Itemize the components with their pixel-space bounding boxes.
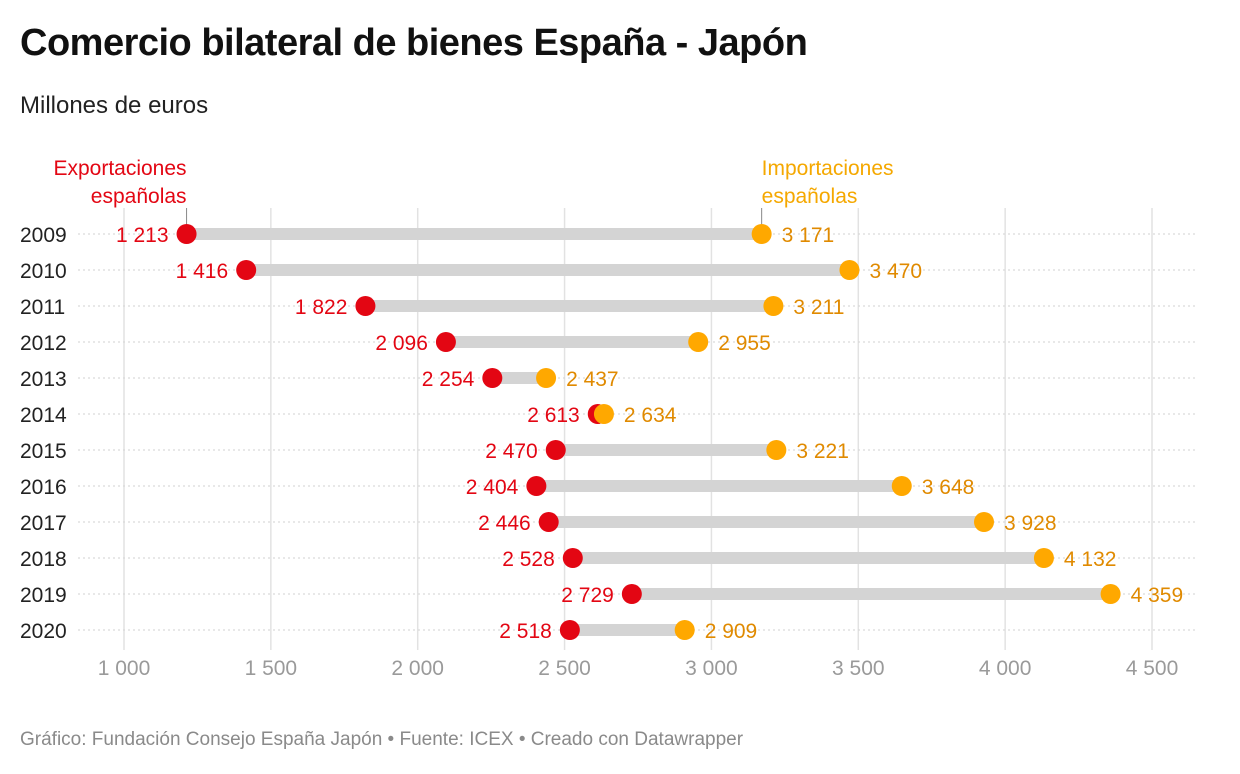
x-tick-label: 3 500 [832,657,885,680]
export-dot [482,368,503,388]
chart-subtitle: Millones de euros [20,92,209,119]
x-tick-label: 2 000 [391,657,444,680]
import-dot [1100,584,1121,604]
export-dot [562,548,583,568]
export-value-label: 2 404 [466,476,519,499]
export-dot [538,512,559,532]
x-tick-label: 1 500 [245,657,298,680]
import-value-label: 4 359 [1131,584,1184,607]
year-label: 2013 [20,368,67,391]
import-value-label: 3 171 [782,224,835,247]
year-label: 2018 [20,548,67,571]
export-dot [176,224,197,244]
year-label: 2015 [20,440,67,463]
export-value-label: 2 528 [502,548,555,571]
import-dot [593,404,614,424]
import-dot [763,296,784,316]
export-dot [621,584,642,604]
export-dot [236,260,257,280]
import-dot [839,260,860,280]
import-dot [536,368,557,388]
import-dot [973,512,994,532]
x-tick-label: 2 500 [538,657,591,680]
import-legend-label: españolas [762,185,858,208]
export-value-label: 2 518 [499,620,552,643]
import-dot [766,440,787,460]
x-tick-label: 4 000 [979,657,1032,680]
chart-footer: Gráfico: Fundación Consejo España Japón … [20,729,744,750]
import-value-label: 4 132 [1064,548,1117,571]
export-dot [545,440,566,460]
import-dot [1033,548,1054,568]
chart-title: Comercio bilateral de bienes España - Ja… [20,22,808,64]
year-label: 2010 [20,260,67,283]
import-value-label: 2 955 [718,332,771,355]
export-legend-label: Exportaciones [53,157,186,180]
import-dot [891,476,912,496]
x-tick-label: 3 000 [685,657,738,680]
export-value-label: 1 416 [176,260,229,283]
import-value-label: 2 909 [705,620,758,643]
year-label: 2011 [20,296,65,319]
export-value-label: 2 096 [375,332,428,355]
export-value-label: 2 470 [485,440,538,463]
import-legend-label: Importaciones [762,157,894,180]
export-value-label: 1 822 [295,296,348,319]
export-value-label: 2 446 [478,512,531,535]
year-label: 2020 [20,620,67,643]
import-value-label: 3 648 [922,476,975,499]
export-dot [559,620,580,640]
year-label: 2014 [20,404,67,427]
import-value-label: 3 928 [1004,512,1057,535]
import-value-label: 3 470 [869,260,922,283]
import-dot [751,224,772,244]
x-tick-label: 4 500 [1126,657,1179,680]
import-value-label: 2 634 [624,404,677,427]
export-dot [435,332,456,352]
export-dot [526,476,547,496]
year-label: 2012 [20,332,67,355]
year-label: 2019 [20,584,67,607]
year-label: 2009 [20,224,67,247]
year-label: 2017 [20,512,67,535]
import-value-label: 2 437 [566,368,619,391]
import-dot [674,620,695,640]
import-dot [688,332,709,352]
export-legend-label: españolas [91,185,187,208]
x-tick-label: 1 000 [98,657,151,680]
export-dot [355,296,376,316]
year-label: 2016 [20,476,67,499]
export-value-label: 2 613 [527,404,580,427]
import-value-label: 3 211 [793,296,844,319]
export-value-label: 2 729 [561,584,614,607]
export-value-label: 1 213 [116,224,169,247]
import-value-label: 3 221 [796,440,849,463]
export-value-label: 2 254 [422,368,475,391]
